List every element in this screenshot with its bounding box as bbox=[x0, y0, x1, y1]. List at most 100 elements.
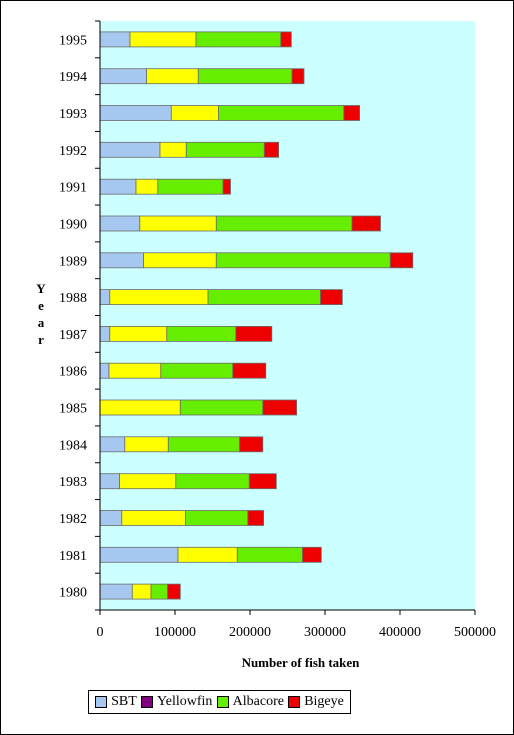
legend-swatch bbox=[141, 696, 154, 708]
y-tick-label-1991: 1991 bbox=[59, 181, 87, 196]
bar-albacore-1995 bbox=[195, 31, 282, 48]
legend-label: Albacore bbox=[232, 694, 284, 709]
bar-bigeye-1991 bbox=[222, 178, 231, 195]
x-tick-label-400000: 400000 bbox=[379, 625, 421, 640]
bar-sbt-1995 bbox=[99, 31, 131, 48]
bar-bigeye-1995 bbox=[280, 31, 292, 48]
bar-yellowfin-1988 bbox=[109, 289, 209, 306]
legend: SBT Yellowfin Albacore Bigeye bbox=[88, 690, 351, 714]
y-tick-label-1988: 1988 bbox=[59, 291, 87, 306]
bar-bigeye-1990 bbox=[351, 215, 381, 232]
bar-yellowfin-1980 bbox=[131, 583, 152, 600]
x-tick-label-500000: 500000 bbox=[454, 625, 496, 640]
y-tick-label-1990: 1990 bbox=[59, 217, 87, 232]
bar-bigeye-1993 bbox=[343, 105, 360, 121]
bar-yellowfin-1987 bbox=[109, 325, 168, 342]
y-tick-label-1994: 1994 bbox=[59, 70, 87, 85]
bar-yellowfin-1990 bbox=[139, 215, 217, 232]
bar-bigeye-1994 bbox=[291, 68, 305, 85]
x-tick-label-300000: 300000 bbox=[304, 625, 346, 640]
bar-yellowfin-1984 bbox=[124, 436, 169, 453]
legend-item-yellowfin: Yellowfin bbox=[141, 694, 212, 710]
bar-albacore-1993 bbox=[218, 105, 345, 121]
bar-albacore-1980 bbox=[150, 583, 168, 600]
y-tick-label-1981: 1981 bbox=[59, 549, 87, 564]
x-tick-label-0: 0 bbox=[97, 625, 104, 640]
bar-albacore-1994 bbox=[197, 68, 293, 85]
bar-bigeye-1986 bbox=[232, 362, 267, 379]
legend-label: SBT bbox=[111, 694, 137, 709]
x-axis-title: Number of fish taken bbox=[242, 655, 361, 670]
bar-yellowfin-1982 bbox=[121, 510, 187, 526]
y-tick-label-1985: 1985 bbox=[59, 402, 87, 417]
bar-sbt-1989 bbox=[99, 252, 144, 269]
bar-albacore-1989 bbox=[215, 252, 391, 269]
bar-sbt-1992 bbox=[99, 141, 161, 158]
y-tick-label-1992: 1992 bbox=[59, 144, 87, 159]
bar-bigeye-1980 bbox=[167, 583, 181, 600]
bar-bigeye-1984 bbox=[239, 436, 264, 453]
y-tick-label-1995: 1995 bbox=[59, 33, 87, 48]
bar-albacore-1985 bbox=[179, 399, 264, 416]
bar-albacore-1982 bbox=[185, 510, 249, 526]
bar-yellowfin-1985 bbox=[99, 399, 181, 416]
y-tick-label-1982: 1982 bbox=[59, 512, 87, 527]
legend-item-sbt: SBT bbox=[95, 694, 137, 710]
legend-label: Yellowfin bbox=[157, 694, 213, 709]
y-tick-label-1983: 1983 bbox=[59, 475, 87, 490]
bar-sbt-1986 bbox=[99, 362, 110, 379]
bar-albacore-1987 bbox=[166, 325, 237, 342]
bar-sbt-1987 bbox=[99, 325, 111, 342]
bar-albacore-1990 bbox=[215, 215, 353, 232]
y-tick-label-1984: 1984 bbox=[59, 438, 87, 453]
bar-albacore-1991 bbox=[157, 178, 224, 195]
bar-bigeye-1981 bbox=[302, 546, 322, 563]
bar-bigeye-1983 bbox=[248, 473, 277, 490]
bar-sbt-1988 bbox=[99, 289, 111, 306]
y-tick-label-1989: 1989 bbox=[59, 254, 87, 269]
bar-sbt-1994 bbox=[99, 68, 147, 85]
legend-item-albacore: Albacore bbox=[216, 694, 284, 710]
legend-swatch bbox=[95, 696, 108, 708]
bar-sbt-1990 bbox=[99, 215, 141, 232]
bar-albacore-1988 bbox=[207, 289, 321, 306]
bar-yellowfin-1993 bbox=[170, 105, 220, 121]
bar-sbt-1981 bbox=[99, 546, 179, 563]
y-tick-label-1980: 1980 bbox=[59, 586, 87, 601]
bar-albacore-1986 bbox=[160, 362, 234, 379]
bar-sbt-1984 bbox=[99, 436, 126, 453]
bar-albacore-1981 bbox=[236, 546, 304, 563]
legend-item-bigeye: Bigeye bbox=[288, 694, 344, 710]
bar-yellowfin-1986 bbox=[108, 362, 162, 379]
bar-bigeye-1988 bbox=[320, 289, 343, 306]
legend-swatch bbox=[216, 696, 229, 708]
bar-yellowfin-1991 bbox=[135, 178, 159, 195]
bar-yellowfin-1989 bbox=[143, 252, 217, 269]
bar-bigeye-1989 bbox=[389, 252, 414, 269]
bar-bigeye-1987 bbox=[235, 325, 273, 342]
bar-sbt-1993 bbox=[99, 105, 172, 121]
bar-albacore-1983 bbox=[175, 473, 250, 490]
bar-yellowfin-1981 bbox=[177, 546, 238, 563]
bar-albacore-1992 bbox=[185, 141, 265, 158]
bar-yellowfin-1994 bbox=[146, 68, 199, 85]
bar-yellowfin-1992 bbox=[159, 141, 187, 158]
legend-swatch bbox=[288, 696, 301, 708]
bar-bigeye-1992 bbox=[263, 141, 279, 158]
bar-chart: 1995 1994 1993 1992 1991 1990 1989 1988 1987 1986… bbox=[36, 20, 496, 670]
x-tick-label-100000: 100000 bbox=[154, 625, 196, 640]
y-tick-label-1993: 1993 bbox=[59, 107, 87, 122]
y-tick-label-1986: 1986 bbox=[59, 365, 87, 380]
bar-albacore-1984 bbox=[167, 436, 241, 453]
bar-sbt-1982 bbox=[99, 510, 123, 526]
x-tick-label-200000: 200000 bbox=[229, 625, 271, 640]
bar-bigeye-1985 bbox=[262, 399, 297, 416]
legend-label: Bigeye bbox=[304, 694, 344, 709]
bar-sbt-1983 bbox=[99, 473, 120, 490]
y-tick-label-1987: 1987 bbox=[59, 328, 87, 343]
bar-bigeye-1982 bbox=[247, 510, 265, 526]
bar-sbt-1991 bbox=[99, 178, 137, 195]
bar-sbt-1980 bbox=[99, 583, 133, 600]
